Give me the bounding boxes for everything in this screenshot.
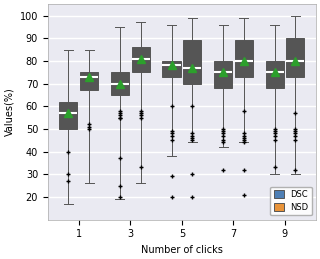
PathPatch shape: [235, 40, 253, 77]
PathPatch shape: [266, 61, 284, 88]
PathPatch shape: [286, 38, 304, 77]
PathPatch shape: [111, 72, 129, 95]
PathPatch shape: [80, 72, 98, 90]
X-axis label: Number of clicks: Number of clicks: [141, 245, 223, 255]
Legend: DSC, NSD: DSC, NSD: [270, 186, 312, 215]
PathPatch shape: [214, 61, 232, 88]
Y-axis label: Values(%): Values(%): [4, 88, 14, 136]
PathPatch shape: [183, 40, 201, 83]
PathPatch shape: [60, 102, 77, 129]
PathPatch shape: [163, 61, 180, 77]
PathPatch shape: [132, 47, 150, 72]
